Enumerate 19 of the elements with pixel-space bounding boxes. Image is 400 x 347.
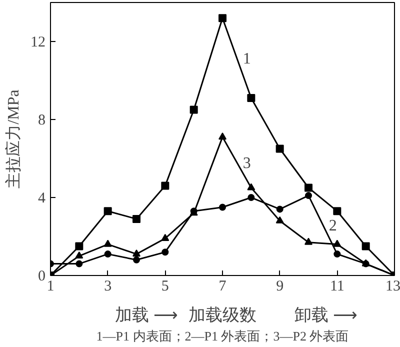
text: 卸载 ⟶: [294, 306, 357, 324]
x-tick-label: 13: [386, 278, 400, 294]
x-tick-label: 9: [276, 278, 284, 294]
x-axis-title: 加载级数: [188, 306, 256, 324]
x-tick-label: 3: [104, 278, 112, 294]
x-tick-label: 11: [330, 278, 344, 294]
series-label: 1: [242, 50, 251, 68]
y-axis-title: 主拉应力/MPa: [4, 90, 22, 188]
y-tick-label: 12: [30, 34, 46, 50]
y-tick-label: 4: [38, 190, 46, 206]
y-tick-label: 8: [38, 112, 46, 128]
text: 加载 ⟶: [115, 306, 178, 324]
x-tick-label: 1: [46, 278, 54, 294]
series-label: 3: [242, 154, 251, 172]
x-tick-label: 7: [218, 278, 227, 294]
x-tick-label: 5: [161, 278, 169, 294]
text: 1—P1 内表面；2—P1 外表面；3—P2 外表面: [96, 328, 349, 344]
series-label: 2: [328, 217, 337, 234]
y-tick-label: 0: [38, 268, 46, 284]
